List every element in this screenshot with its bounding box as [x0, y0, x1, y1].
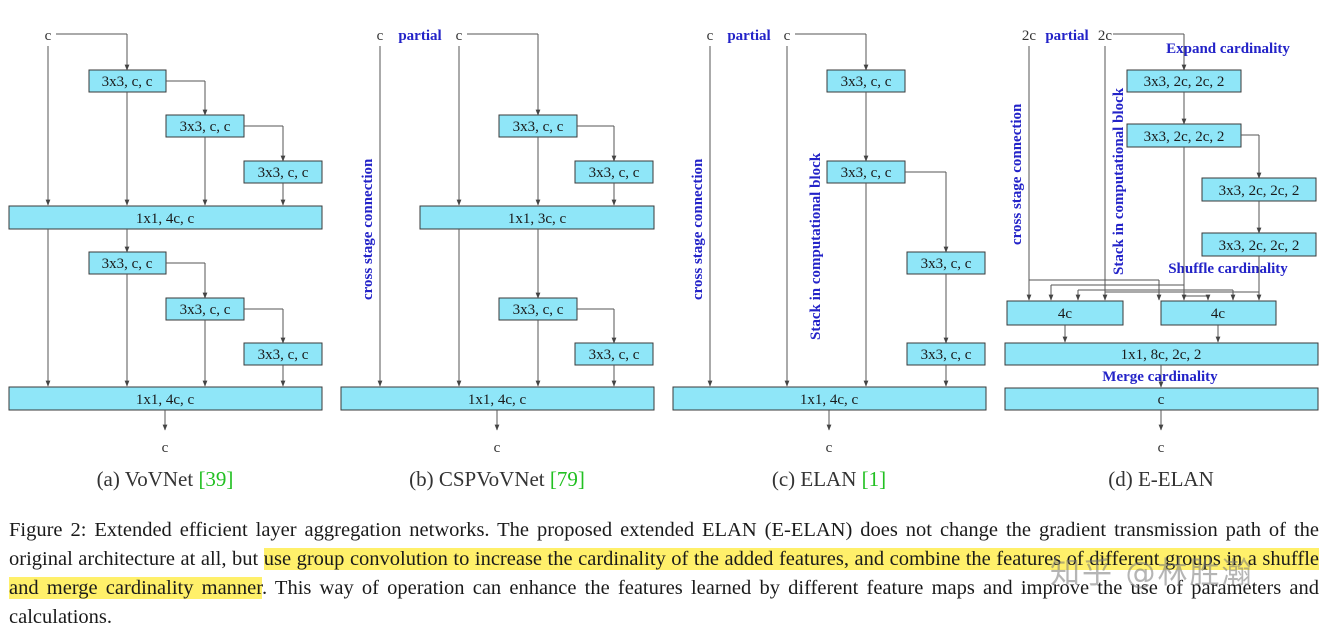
vovnet-block-1-label: 3x3, c, c [102, 74, 153, 90]
eelan-expand-label: Expand cardinality [1166, 41, 1290, 57]
elan-partial-label: partial [727, 28, 770, 44]
cspvovnet-block-1-label: 3x3, c, c [513, 119, 564, 135]
eelan-transition-label: 1x1, 8c, 2c, 2 [1121, 347, 1202, 363]
architecture-figure: c 3x3, c, c 3x3, c, c 3x3, c, c 1x1, 4c,… [8, 28, 1319, 491]
cspvovnet-caption: (b) CSPVoVNet [79] [409, 467, 585, 491]
elan-block-2-label: 3x3, c, c [841, 165, 892, 181]
eelan-cross-stage-label: cross stage connection [1009, 103, 1025, 245]
elan-block-4-label: 3x3, c, c [921, 347, 972, 363]
elan-stack-label: Stack in computational block [808, 152, 824, 340]
eelan-partial-label: partial [1045, 28, 1088, 44]
panel-elan: c partial c cross stage connection Stack… [672, 28, 987, 491]
elan-block-1-label: 3x3, c, c [841, 74, 892, 90]
cspvovnet-block-4-label: 3x3, c, c [589, 347, 640, 363]
vovnet-transition-1-label: 1x1, 4c, c [136, 211, 195, 227]
cspvovnet-block-3-label: 3x3, c, c [513, 302, 564, 318]
vovnet-block-3-label: 3x3, c, c [258, 165, 309, 181]
eelan-group-1-label: 4c [1058, 306, 1073, 322]
elan-input-right: c [784, 28, 791, 44]
eelan-input-left: 2c [1022, 28, 1037, 44]
vovnet-block-2-label: 3x3, c, c [180, 119, 231, 135]
eelan-merge-label: Merge cardinality [1102, 369, 1218, 385]
cspvovnet-block-2-label: 3x3, c, c [589, 165, 640, 181]
eelan-caption: (d) E-ELAN [1108, 467, 1214, 491]
elan-block-3-label: 3x3, c, c [921, 256, 972, 272]
vovnet-transition-2-label: 1x1, 4c, c [136, 392, 195, 408]
cspvovnet-transition-1-label: 1x1, 3c, c [508, 211, 567, 227]
panel-cspvovnet: c partial c cross stage connection 3x3, … [340, 28, 655, 491]
elan-input-left: c [707, 28, 714, 44]
elan-transition-label: 1x1, 4c, c [800, 392, 859, 408]
cspvovnet-output-label: c [494, 440, 501, 456]
panel-eelan: 2c partial 2c Expand cardinality cross s… [1004, 28, 1319, 491]
cspvovnet-input-left: c [377, 28, 384, 44]
cspvovnet-transition-2-label: 1x1, 4c, c [468, 392, 527, 408]
watermark: 知乎 @林胜瀚 [1050, 556, 1254, 591]
cspvovnet-partial-label: partial [398, 28, 441, 44]
eelan-block-2-label: 3x3, 2c, 2c, 2 [1144, 129, 1225, 145]
eelan-block-3-label: 3x3, 2c, 2c, 2 [1219, 183, 1300, 199]
eelan-group-2-label: 4c [1211, 306, 1226, 322]
eelan-output-label: c [1158, 440, 1165, 456]
eelan-block-4-label: 3x3, 2c, 2c, 2 [1219, 238, 1300, 254]
cspvovnet-input-right: c [456, 28, 463, 44]
cspvovnet-transition-1 [419, 205, 655, 230]
eelan-shuffle-label: Shuffle cardinality [1168, 261, 1288, 277]
vovnet-caption: (a) VoVNet [39] [97, 467, 234, 491]
elan-caption: (c) ELAN [1] [772, 467, 886, 491]
elan-output-label: c [826, 440, 833, 456]
figure-caption: Figure 2: Extended efficient layer aggre… [9, 516, 1319, 632]
eelan-group-1 [1006, 300, 1124, 326]
vovnet-output-label: c [162, 440, 169, 456]
vovnet-block-5-label: 3x3, c, c [180, 302, 231, 318]
eelan-group-2 [1160, 300, 1277, 326]
eelan-stack-label: Stack in computational block [1111, 87, 1127, 275]
elan-cross-stage-label: cross stage connection [690, 158, 706, 300]
vovnet-block-4-label: 3x3, c, c [102, 256, 153, 272]
eelan-block-1-label: 3x3, 2c, 2c, 2 [1144, 74, 1225, 90]
vovnet-input-label: c [45, 28, 52, 44]
cspvovnet-cross-stage-label: cross stage connection [360, 158, 376, 300]
vovnet-transition-1 [8, 205, 323, 230]
panel-vovnet: c 3x3, c, c 3x3, c, c 3x3, c, c 1x1, 4c,… [8, 28, 323, 491]
caption-text-1: Figure 2: Extended efficient layer aggre… [9, 519, 1319, 570]
vovnet-block-6-label: 3x3, c, c [258, 347, 309, 363]
caption-text-2: . This way of operation can enhance the … [9, 577, 1319, 628]
eelan-merge-block-label: c [1158, 392, 1165, 408]
eelan-input-right: 2c [1098, 28, 1113, 44]
